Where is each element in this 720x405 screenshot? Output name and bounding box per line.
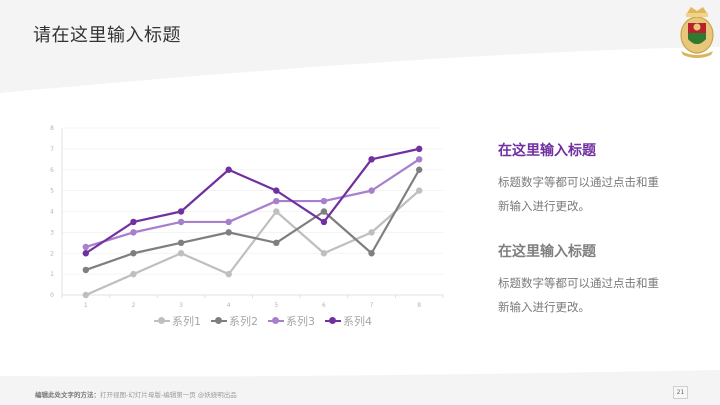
- svg-text:2: 2: [132, 302, 136, 309]
- svg-text:5: 5: [50, 188, 54, 195]
- block-title: 在这里输入标题: [498, 143, 596, 159]
- data-point: [130, 250, 137, 257]
- block-text-line1: 标题数字等都可以通过点击和重: [498, 175, 659, 189]
- text-block-2: 在这里输入标题 标题数字等都可以通过点击和重 新输入进行更改。: [498, 241, 698, 319]
- data-point: [320, 208, 328, 215]
- page-number: 21: [673, 386, 688, 399]
- legend-item-series4[interactable]: 系列4: [325, 313, 372, 329]
- page-title: 请在这里输入标题: [33, 25, 181, 46]
- data-point: [368, 187, 375, 194]
- svg-text:6: 6: [50, 167, 54, 174]
- legend-marker-icon: [325, 316, 341, 326]
- legend-label: 系列4: [343, 315, 372, 328]
- data-point: [415, 145, 423, 153]
- legend-label: 系列1: [172, 315, 201, 328]
- legend-item-series3[interactable]: 系列3: [268, 313, 315, 329]
- data-point: [320, 218, 328, 226]
- svg-text:3: 3: [50, 229, 54, 236]
- data-point: [82, 250, 90, 257]
- svg-text:8: 8: [417, 302, 421, 309]
- legend-marker-icon: [154, 316, 170, 326]
- block-text-line1: 标题数字等都可以通过点击和重: [498, 276, 659, 290]
- legend-item-series2[interactable]: 系列2: [211, 313, 258, 329]
- data-point: [177, 208, 185, 215]
- footer-text: 打开视图-幻灯片母版-编辑第一页 @妖娆明出品: [100, 391, 237, 399]
- svg-text:4: 4: [227, 302, 231, 309]
- footer-bold: 编辑此处文字的方法：: [35, 391, 100, 399]
- data-point: [368, 250, 375, 257]
- block-text-line2: 新输入进行更改。: [498, 199, 590, 213]
- svg-text:1: 1: [84, 302, 88, 309]
- block-text-line2: 新输入进行更改。: [498, 300, 590, 314]
- svg-text:4: 4: [50, 209, 54, 216]
- svg-text:8: 8: [50, 125, 54, 132]
- svg-text:7: 7: [370, 302, 374, 309]
- data-point: [130, 218, 137, 226]
- data-point: [273, 239, 280, 247]
- series-line-1: [85, 189, 420, 297]
- data-point: [368, 229, 375, 236]
- text-block-1: 在这里输入标题 标题数字等都可以通过点击和重 新输入进行更改。: [498, 140, 698, 218]
- legend-label: 系列3: [286, 315, 315, 328]
- data-point: [225, 229, 232, 236]
- legend-marker-icon: [268, 316, 284, 326]
- svg-text:7: 7: [50, 146, 54, 153]
- block-title: 在这里输入标题: [498, 244, 596, 260]
- data-point: [177, 250, 185, 257]
- data-point: [320, 250, 328, 257]
- data-point: [273, 197, 280, 205]
- data-point: [225, 166, 232, 173]
- data-point: [368, 156, 375, 163]
- series-line-4: [85, 147, 420, 255]
- svg-text:0: 0: [50, 292, 54, 299]
- data-point: [273, 187, 280, 194]
- chart-legend: 系列1 系列2 系列3 系列4: [154, 313, 372, 329]
- data-point: [415, 187, 423, 194]
- svg-text:5: 5: [274, 302, 278, 309]
- data-point: [177, 239, 185, 247]
- data-point: [225, 218, 232, 226]
- legend-item-series1[interactable]: 系列1: [154, 313, 201, 329]
- svg-text:3: 3: [179, 302, 183, 309]
- data-point: [82, 243, 90, 251]
- data-point: [415, 156, 423, 163]
- crest-emblem-icon: [680, 7, 714, 58]
- data-point: [82, 291, 90, 299]
- data-point: [177, 218, 185, 226]
- footer-note: 编辑此处文字的方法：打开视图-幻灯片母版-编辑第一页 @妖娆明出品: [35, 389, 237, 399]
- data-point: [130, 229, 137, 236]
- legend-marker-icon: [211, 316, 227, 326]
- svg-text:6: 6: [322, 302, 326, 309]
- legend-label: 系列2: [229, 315, 258, 328]
- svg-text:1: 1: [50, 271, 54, 278]
- series-line-3: [85, 158, 420, 249]
- data-point: [320, 197, 328, 205]
- svg-text:2: 2: [50, 250, 54, 257]
- series-line-2: [85, 169, 421, 271]
- data-point: [273, 208, 280, 215]
- data-point: [130, 270, 137, 278]
- data-point: [225, 270, 232, 278]
- data-point: [82, 266, 90, 274]
- data-point: [415, 166, 423, 173]
